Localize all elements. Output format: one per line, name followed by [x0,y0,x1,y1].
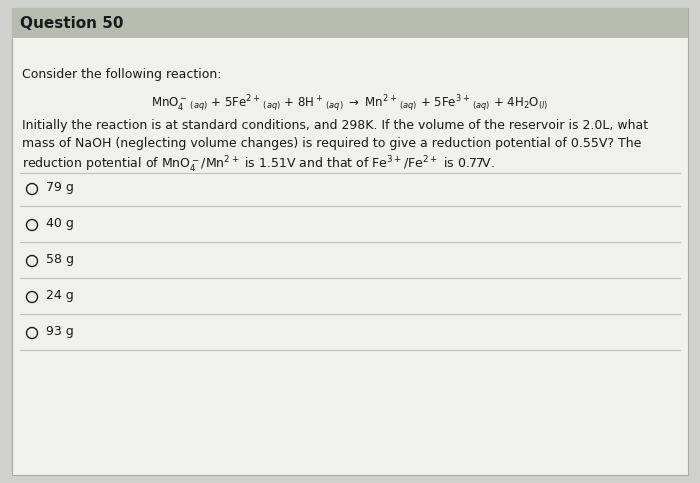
Text: 79 g: 79 g [46,182,74,195]
Text: Question 50: Question 50 [20,15,123,30]
Text: reduction potential of MnO$_4^-$/Mn$^{2+}$ is 1.51V and that of Fe$^{3+}$/Fe$^{2: reduction potential of MnO$_4^-$/Mn$^{2+… [22,155,495,175]
Text: Initially the reaction is at standard conditions, and 298K. If the volume of the: Initially the reaction is at standard co… [22,119,648,132]
Text: mass of NaOH (neglecting volume changes) is required to give a reduction potenti: mass of NaOH (neglecting volume changes)… [22,137,641,150]
Text: 24 g: 24 g [46,289,74,302]
Text: 93 g: 93 g [46,326,74,339]
FancyBboxPatch shape [12,8,688,38]
Text: 40 g: 40 g [46,217,74,230]
Text: Consider the following reaction:: Consider the following reaction: [22,68,221,81]
Text: 58 g: 58 g [46,254,74,267]
Text: MnO$_4^-$$_{\,(aq)}$ + 5Fe$^{2+}$$_{\,(aq)}$ + 8H$^+$$_{\,(aq)}$ $\rightarrow$ M: MnO$_4^-$$_{\,(aq)}$ + 5Fe$^{2+}$$_{\,(a… [151,93,549,114]
FancyBboxPatch shape [12,8,688,475]
